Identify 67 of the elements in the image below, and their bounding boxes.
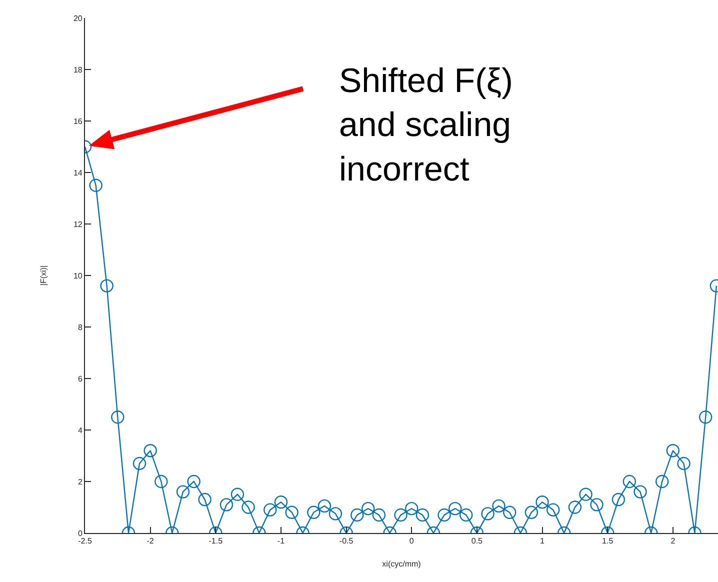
- point: [187, 474, 200, 488]
- point: [100, 279, 114, 292]
- x-tick-label: 0.5: [471, 536, 484, 546]
- y-tick-label: 4: [78, 426, 83, 435]
- y-tick-label: 0: [78, 528, 83, 538]
- point: [503, 506, 516, 519]
- y-tick-label: 12: [73, 220, 83, 229]
- point: [198, 492, 212, 506]
- point: [590, 498, 604, 512]
- annotation: Shifted F(ξ) and scaling incorrect: [339, 62, 513, 188]
- point: [328, 507, 342, 520]
- point: [307, 506, 320, 519]
- point: [698, 410, 712, 424]
- point: [677, 456, 690, 470]
- y-axis-title: |F(xi)|: [39, 265, 48, 286]
- point: [394, 508, 408, 522]
- x-tick-label: 2: [670, 536, 676, 546]
- point: [176, 485, 190, 498]
- point: [144, 444, 157, 458]
- point: [416, 508, 430, 522]
- point: [448, 502, 462, 516]
- y-tick-label: 8: [78, 322, 83, 332]
- point: [111, 410, 124, 424]
- point: [350, 508, 364, 522]
- point: [274, 496, 288, 509]
- x-tick-label: 1.5: [602, 536, 614, 546]
- y-tick-label: 2: [78, 477, 83, 486]
- y-tick-label: 20: [73, 14, 83, 23]
- point: [318, 499, 332, 513]
- point: [372, 508, 386, 522]
- point: [154, 474, 168, 488]
- x-tick-label: -2: [146, 536, 154, 546]
- point: [481, 507, 494, 520]
- point: [132, 456, 146, 470]
- x-tick-label: 1: [540, 536, 546, 546]
- point: [220, 498, 234, 512]
- point: [612, 492, 626, 506]
- point: [568, 500, 582, 514]
- point: [362, 502, 375, 516]
- point: [285, 506, 298, 519]
- y-tick-label: 10: [73, 271, 83, 280]
- point: [264, 503, 277, 516]
- y-tick-label: 14: [73, 168, 83, 178]
- point: [460, 508, 473, 522]
- x-tick-label: 0: [409, 536, 414, 546]
- point: [89, 178, 102, 192]
- x-tick-label: -0.5: [339, 536, 354, 546]
- point: [546, 503, 560, 516]
- point: [655, 474, 669, 488]
- point: [579, 488, 592, 501]
- point: [622, 474, 636, 488]
- point: [634, 485, 647, 498]
- y-tick-label: 18: [73, 65, 83, 74]
- y-tick-label: 6: [78, 374, 83, 384]
- y-tick-label: 16: [73, 116, 83, 126]
- point: [242, 500, 255, 514]
- point: [438, 508, 451, 522]
- point: [524, 506, 538, 519]
- point: [405, 502, 418, 516]
- point: [536, 496, 549, 509]
- point: [666, 444, 680, 458]
- x-tick-label: -1: [277, 536, 286, 546]
- x-tick-label: -1.5: [208, 536, 224, 546]
- point: [230, 488, 244, 501]
- point: [492, 499, 506, 513]
- x-axis-title: xi(cyc/mm): [382, 560, 422, 569]
- x-tick-label: -2.5: [78, 536, 92, 546]
